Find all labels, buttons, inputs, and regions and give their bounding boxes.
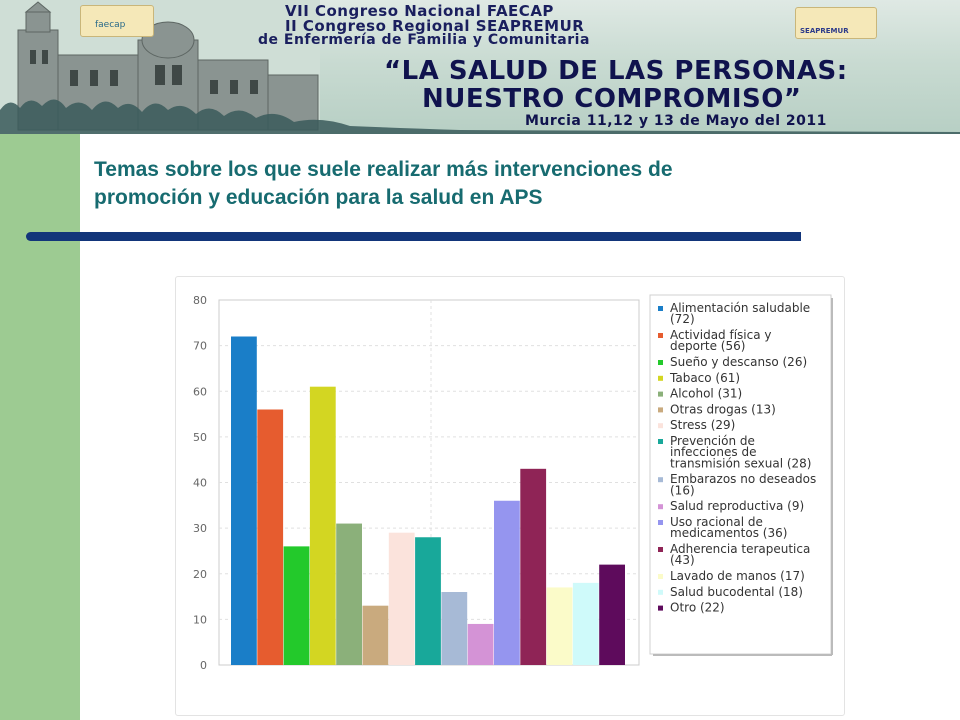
legend-swatch: [658, 360, 663, 365]
bar: [467, 623, 494, 665]
slide-title-line1: Temas sobre los que suele realizar más i…: [94, 158, 673, 181]
y-tick-label: 40: [193, 477, 207, 490]
bar: [546, 587, 573, 665]
legend-swatch: [658, 477, 663, 483]
legend-label: Sueño y descanso (26): [670, 355, 807, 369]
bar: [362, 605, 389, 665]
congress-title-line3: de Enfermería de Familia y Comunitaria: [258, 32, 590, 48]
bar: [283, 546, 310, 665]
legend-box: [649, 294, 832, 655]
legend-label: Adherencia terapeutica: [670, 542, 810, 556]
bar: [599, 564, 625, 665]
y-tick-label: 50: [193, 431, 207, 444]
congress-dates: Murcia 11,12 y 13 de Mayo del 2011: [525, 113, 827, 129]
legend-label: (43): [670, 553, 695, 567]
congress-title-line1: VII Congreso Nacional FAECAP: [285, 2, 554, 20]
legend-label: Alimentación saludable: [670, 301, 810, 315]
chart-panel: 0 10 20 30 40 50 60 70 80 Alimentación saludable(…: [175, 276, 845, 716]
bar: [494, 500, 520, 665]
legend-label: Otro (22): [670, 601, 725, 615]
legend-label: Stress (29): [670, 418, 735, 432]
faecap-logo: faecap: [80, 5, 154, 37]
congress-title-line2: II Congreso Regional SEAPREMUR: [285, 17, 585, 35]
legend-label: infecciones de: [670, 445, 756, 459]
legend-swatch: [658, 520, 663, 525]
legend-swatch: [658, 574, 663, 579]
left-accent-bar: [0, 134, 80, 720]
legend-swatch: [658, 391, 663, 397]
crowd-silhouette: [0, 99, 960, 134]
legend-label: Salud reproductiva (9): [670, 499, 804, 513]
legend-label: Prevención de: [670, 434, 755, 448]
legend-swatch: [658, 333, 663, 338]
bar: [415, 537, 441, 665]
title-underline: [26, 232, 801, 241]
legend-swatch: [658, 589, 663, 595]
legend-swatch: [658, 407, 663, 413]
legend-swatch: [658, 306, 663, 311]
bar: [388, 532, 415, 665]
legend-label: Alcohol (31): [670, 387, 742, 401]
y-tick-label: 20: [193, 568, 207, 581]
bar: [520, 468, 547, 665]
legend-label: Tabaco (61): [669, 371, 740, 385]
legend-swatch: [658, 439, 663, 444]
y-tick-label: 0: [200, 659, 207, 672]
legend-swatch: [658, 547, 663, 552]
bar: [336, 523, 362, 665]
slide-title-line2: promoción y educación para la salud en A…: [94, 186, 543, 209]
legend-label: Salud bucodental (18): [670, 585, 803, 599]
legend-swatch: [658, 605, 663, 611]
bar: [231, 336, 257, 665]
y-tick-label: 30: [193, 522, 207, 535]
bar: [309, 386, 336, 665]
legend-swatch: [658, 423, 663, 429]
bar: [257, 409, 284, 665]
legend-label: (72): [670, 312, 695, 326]
legend-swatch: [658, 375, 663, 381]
seapremur-logo: SEAPREMUR: [795, 7, 877, 39]
legend-label: transmisión sexual (28): [670, 456, 812, 470]
legend-label: Embarazos no deseados: [670, 472, 816, 486]
y-tick-label: 60: [193, 385, 207, 398]
slogan-line2: NUESTRO COMPROMISO”: [422, 84, 802, 114]
bar: [572, 582, 599, 665]
legend-label: Lavado de manos (17): [670, 569, 805, 583]
legend-swatch: [658, 504, 663, 510]
y-tick-label: 70: [193, 340, 207, 353]
legend-label: Uso racional de: [670, 515, 763, 529]
legend-label: medicamentos (36): [670, 526, 787, 540]
legend-label: (16): [670, 483, 695, 497]
slide-title: Temas sobre los que suele realizar más i…: [94, 156, 854, 212]
legend-label: deporte (56): [670, 339, 745, 353]
bar: [441, 592, 468, 665]
congress-banner: faecap SEAPREMUR VII Congreso Nacional F…: [0, 0, 960, 134]
y-tick-label: 80: [193, 294, 207, 307]
legend-label: Otras drogas (13): [670, 402, 776, 416]
legend-label: Actividad física y: [670, 328, 771, 342]
y-tick-label: 10: [193, 613, 207, 626]
slogan-line1: “LA SALUD DE LAS PERSONAS:: [384, 56, 848, 86]
